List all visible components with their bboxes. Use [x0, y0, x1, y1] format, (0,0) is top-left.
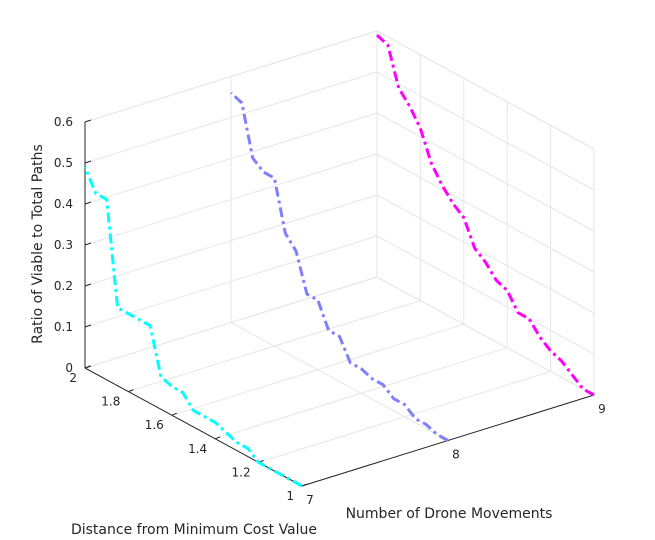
grid-line-x-floor — [230, 322, 449, 441]
x-axis-label: Number of Drone Movements — [346, 506, 553, 522]
z-tick-label: 0 — [65, 361, 73, 375]
y-axis-tick — [171, 412, 177, 416]
grid-line-y-floor — [128, 300, 421, 393]
z-axis-tick — [84, 365, 92, 369]
grid-line-z-wall-yz — [376, 112, 595, 232]
z-axis-tick — [84, 324, 92, 328]
grid-line-z-wall-xz — [84, 235, 378, 328]
z-axis-tick — [84, 242, 92, 246]
z-axis-tick — [84, 283, 92, 287]
chart-series-group — [83, 33, 595, 488]
series-line-2 — [375, 33, 595, 397]
box-edge-top-back — [84, 30, 378, 123]
z-tick-label: 0.4 — [54, 197, 73, 211]
z-axis-tick — [84, 201, 92, 205]
z-tick-label: 0.2 — [54, 279, 73, 293]
x-tick-label: 9 — [598, 402, 606, 416]
z-axis-label: Ratio of Viable to Total Paths — [30, 144, 46, 344]
x-tick-label: 8 — [452, 448, 460, 462]
grid-line-y-floor — [258, 370, 551, 463]
grid-line-z-wall-xz — [84, 276, 378, 369]
z-tick-label: 0.1 — [54, 320, 73, 334]
grid-line-z-wall-xz — [84, 153, 378, 246]
y-tick-label: 1 — [286, 489, 294, 503]
y-tick-label: 1.2 — [232, 465, 251, 479]
grid-line-y-floor — [215, 347, 508, 440]
box-edge-top-side — [376, 30, 595, 150]
grid-line-z-wall-xz — [84, 194, 378, 287]
z-tick-label: 0.6 — [54, 115, 73, 129]
y-axis-tick — [128, 389, 134, 393]
y-axis-tick — [301, 483, 308, 487]
grid-line-z-wall-yz — [376, 235, 595, 355]
z-tick-label: 0.3 — [54, 238, 73, 252]
z-axis-tick — [84, 160, 92, 164]
grid-line-z-wall-yz — [376, 71, 595, 191]
z-axis-tick — [84, 119, 92, 123]
grid-line-z-wall-yz — [376, 276, 595, 396]
y-axis-label: Distance from Minimum Cost Value — [71, 522, 317, 538]
series-line-0 — [83, 166, 303, 488]
y-tick-label: 2 — [69, 371, 77, 385]
y-tick-label: 1.6 — [145, 418, 164, 432]
chart-tick-labels: 7 8 9 1 1.2 1.4 1.6 1.8 20 0.1 0.2 0.3 0.4 0.5 0.6 — [54, 115, 606, 507]
grid-line-z-wall-yz — [376, 153, 595, 273]
y-axis-tick — [215, 436, 221, 440]
grid-line-z-wall-xz — [84, 71, 378, 164]
chart-back-walls — [85, 31, 594, 395]
series-line-1 — [229, 91, 449, 442]
grid-line-z-wall-yz — [376, 194, 595, 314]
grid-line-y-floor — [171, 323, 464, 416]
z-tick-label: 0.5 — [54, 156, 73, 170]
x-tick-label: 7 — [306, 493, 314, 507]
y-tick-label: 1.4 — [188, 442, 207, 456]
grid-line-z-wall-xz — [84, 112, 378, 205]
y-axis-line — [84, 367, 303, 487]
y-tick-label: 1.8 — [101, 395, 120, 409]
